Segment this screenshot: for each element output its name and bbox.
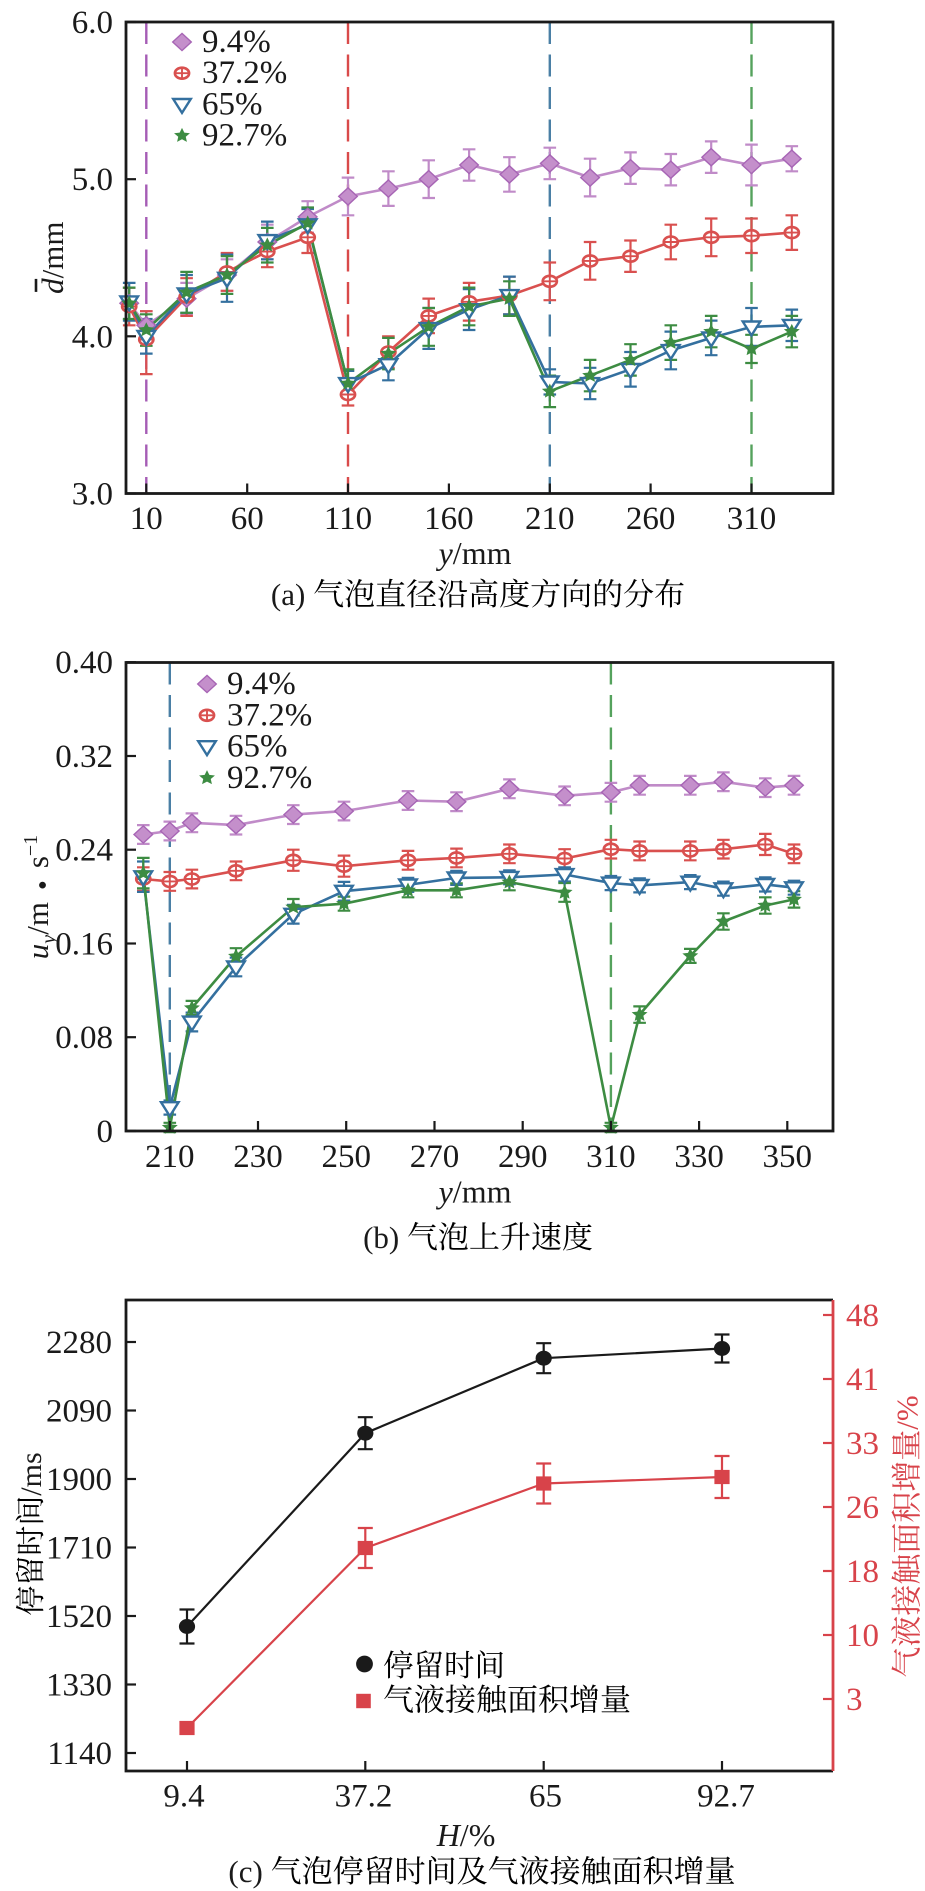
svg-text:y: y — [436, 1174, 454, 1210]
svg-text:4.0: 4.0 — [72, 319, 113, 355]
svg-text:310: 310 — [727, 501, 777, 537]
svg-text:0.08: 0.08 — [55, 1020, 113, 1056]
svg-text:48: 48 — [846, 1298, 879, 1334]
svg-text:(a): (a) — [271, 577, 305, 612]
svg-text:1520: 1520 — [46, 1599, 112, 1635]
svg-text:H: H — [436, 1817, 462, 1853]
svg-text:260: 260 — [626, 501, 676, 537]
svg-text:(c): (c) — [228, 1854, 262, 1889]
svg-text:0.32: 0.32 — [55, 739, 113, 775]
svg-text:/mm: /mm — [453, 1174, 512, 1210]
svg-text:37.2%: 37.2% — [227, 697, 312, 733]
svg-text:1140: 1140 — [47, 1736, 112, 1772]
svg-text:160: 160 — [424, 501, 474, 537]
svg-text:3: 3 — [846, 1682, 863, 1718]
svg-text:65: 65 — [529, 1779, 562, 1815]
svg-text:1710: 1710 — [46, 1531, 112, 1567]
svg-text:/ms: /ms — [15, 1452, 48, 1495]
svg-text:2280: 2280 — [46, 1325, 112, 1361]
svg-text:92.7%: 92.7% — [227, 760, 312, 796]
svg-text:65%: 65% — [227, 729, 288, 765]
svg-text:/mm: /mm — [453, 535, 512, 571]
svg-text:/mm: /mm — [35, 222, 70, 279]
svg-text:26: 26 — [846, 1490, 879, 1526]
svg-text:10: 10 — [846, 1618, 879, 1654]
svg-text:270: 270 — [410, 1139, 460, 1175]
svg-text:290: 290 — [498, 1139, 548, 1175]
svg-text:230: 230 — [233, 1139, 283, 1175]
svg-text:s: s — [20, 856, 55, 868]
svg-text:2090: 2090 — [46, 1394, 112, 1430]
svg-text:10: 10 — [130, 501, 163, 537]
svg-text:350: 350 — [763, 1139, 813, 1175]
svg-text:110: 110 — [324, 501, 372, 537]
svg-text:6.0: 6.0 — [72, 5, 113, 41]
svg-text:5.0: 5.0 — [72, 162, 113, 198]
svg-text:0.16: 0.16 — [55, 927, 113, 963]
svg-text:65%: 65% — [202, 86, 263, 122]
svg-text:37.2%: 37.2% — [202, 55, 287, 91]
svg-text:0: 0 — [97, 1114, 114, 1150]
svg-text:y: y — [436, 535, 454, 571]
svg-text:250: 250 — [321, 1139, 371, 1175]
svg-text:9.4%: 9.4% — [202, 24, 271, 60]
svg-text:92.7%: 92.7% — [202, 118, 287, 154]
svg-text:1330: 1330 — [46, 1668, 112, 1704]
svg-text:1900: 1900 — [46, 1462, 112, 1498]
svg-text:0.40: 0.40 — [55, 645, 113, 681]
svg-text:37.2: 37.2 — [335, 1779, 393, 1815]
svg-text:9.4%: 9.4% — [227, 666, 296, 702]
svg-text:310: 310 — [586, 1139, 636, 1175]
svg-text:−1: −1 — [20, 835, 42, 856]
svg-text:9.4: 9.4 — [163, 1779, 204, 1815]
svg-text:/%: /% — [460, 1817, 496, 1853]
svg-text:(b): (b) — [363, 1220, 399, 1255]
svg-text:18: 18 — [846, 1554, 879, 1590]
svg-text:210: 210 — [145, 1139, 195, 1175]
svg-text:d: d — [35, 278, 70, 294]
svg-text:33: 33 — [846, 1426, 879, 1462]
svg-text:u: u — [20, 944, 55, 960]
svg-text:3.0: 3.0 — [72, 477, 113, 513]
svg-text:/%: /% — [890, 1395, 925, 1429]
svg-text:92.7: 92.7 — [697, 1779, 755, 1815]
svg-text:41: 41 — [846, 1362, 879, 1398]
svg-text:330: 330 — [674, 1139, 724, 1175]
svg-text:0.24: 0.24 — [55, 833, 113, 869]
svg-text:/m: /m — [20, 902, 55, 935]
svg-text:60: 60 — [231, 501, 264, 537]
svg-text:210: 210 — [525, 501, 575, 537]
svg-text:y: y — [38, 935, 60, 946]
